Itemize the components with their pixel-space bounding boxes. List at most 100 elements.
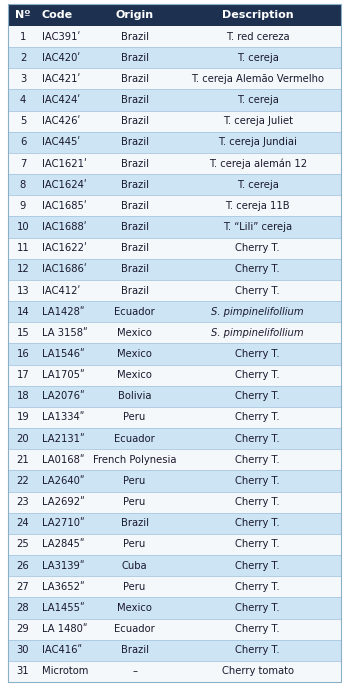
Text: Brazil: Brazil	[120, 264, 149, 274]
Text: 9: 9	[20, 201, 26, 211]
Text: IAC412ʹ: IAC412ʹ	[42, 285, 80, 296]
Text: LA2692ʺ: LA2692ʺ	[42, 497, 85, 507]
Text: Cherry T.: Cherry T.	[236, 244, 280, 253]
Text: LA0168ʺ: LA0168ʺ	[42, 455, 84, 465]
Text: Cuba: Cuba	[122, 560, 147, 571]
Text: Cherry T.: Cherry T.	[236, 349, 280, 359]
Text: IAC445ʹ: IAC445ʹ	[42, 137, 80, 147]
Text: 1: 1	[20, 32, 26, 42]
Text: IAC416ʺ: IAC416ʺ	[42, 646, 82, 655]
Text: LA2845ʺ: LA2845ʺ	[42, 539, 84, 549]
Bar	[8, 639, 341, 661]
Text: Cherry T.: Cherry T.	[236, 370, 280, 380]
Text: Bolivia: Bolivia	[118, 391, 151, 401]
Text: Ecuador: Ecuador	[114, 624, 155, 634]
Bar	[8, 407, 341, 428]
Text: Brazil: Brazil	[120, 116, 149, 126]
Text: T. red cereza: T. red cereza	[226, 32, 290, 42]
Bar	[8, 47, 341, 69]
Bar	[8, 449, 341, 471]
Text: Code: Code	[42, 10, 73, 20]
Bar	[8, 428, 341, 449]
Text: LA2710ʺ: LA2710ʺ	[42, 519, 84, 528]
Bar	[8, 110, 341, 132]
Text: IAC420ʹ: IAC420ʹ	[42, 53, 80, 62]
Bar	[8, 576, 341, 598]
Text: 18: 18	[17, 391, 29, 401]
Text: Brazil: Brazil	[120, 53, 149, 62]
Bar	[8, 534, 341, 555]
Text: 19: 19	[17, 412, 29, 423]
Text: Brazil: Brazil	[120, 244, 149, 253]
Text: LA2076ʺ: LA2076ʺ	[42, 391, 84, 401]
Bar	[8, 132, 341, 153]
Text: Ecuador: Ecuador	[114, 307, 155, 317]
Text: Mexico: Mexico	[117, 370, 152, 380]
Text: 6: 6	[20, 137, 26, 147]
Text: LA1334ʺ: LA1334ʺ	[42, 412, 84, 423]
Text: Description: Description	[222, 10, 294, 20]
Bar	[8, 196, 341, 217]
Bar	[8, 69, 341, 89]
Text: Ecuador: Ecuador	[114, 434, 155, 444]
Bar	[8, 661, 341, 682]
Bar	[8, 301, 341, 322]
Bar	[8, 364, 341, 386]
Text: 22: 22	[17, 476, 29, 486]
Text: LA3652ʺ: LA3652ʺ	[42, 582, 84, 592]
Text: Cherry T.: Cherry T.	[236, 582, 280, 592]
Text: Cherry T.: Cherry T.	[236, 476, 280, 486]
Text: Mexico: Mexico	[117, 328, 152, 338]
Text: 14: 14	[17, 307, 29, 317]
Text: S. pimpinelifollium: S. pimpinelifollium	[211, 328, 304, 338]
Text: IAC421ʹ: IAC421ʹ	[42, 74, 80, 84]
Text: Nº: Nº	[15, 10, 31, 20]
Text: Brazil: Brazil	[120, 201, 149, 211]
Text: Cherry T.: Cherry T.	[236, 560, 280, 571]
Text: Cherry T.: Cherry T.	[236, 603, 280, 613]
Bar	[8, 4, 341, 26]
Text: LA1428ʺ: LA1428ʺ	[42, 307, 84, 317]
Text: 17: 17	[17, 370, 29, 380]
Text: Cherry T.: Cherry T.	[236, 434, 280, 444]
Text: Cherry T.: Cherry T.	[236, 264, 280, 274]
Text: Brazil: Brazil	[120, 285, 149, 296]
Text: 11: 11	[17, 244, 29, 253]
Text: T. cereja Juliet: T. cereja Juliet	[223, 116, 293, 126]
Text: 20: 20	[17, 434, 29, 444]
Text: T. cereja: T. cereja	[237, 95, 279, 105]
Text: Brazil: Brazil	[120, 519, 149, 528]
Text: Brazil: Brazil	[120, 95, 149, 105]
Text: 2: 2	[20, 53, 26, 62]
Text: IAC1621ʹ: IAC1621ʹ	[42, 158, 87, 169]
Text: 7: 7	[20, 158, 26, 169]
Text: IAC1686ʹ: IAC1686ʹ	[42, 264, 87, 274]
Text: IAC1624ʹ: IAC1624ʹ	[42, 180, 87, 190]
Text: Cherry T.: Cherry T.	[236, 285, 280, 296]
Text: French Polynesia: French Polynesia	[93, 455, 176, 465]
Text: –: –	[132, 666, 137, 676]
Bar	[8, 386, 341, 407]
Bar	[8, 26, 341, 47]
Bar	[8, 471, 341, 492]
Text: 8: 8	[20, 180, 26, 190]
Text: 13: 13	[17, 285, 29, 296]
Text: IAC426ʹ: IAC426ʹ	[42, 116, 80, 126]
Text: 26: 26	[17, 560, 29, 571]
Text: T. cereja: T. cereja	[237, 180, 279, 190]
Bar	[8, 322, 341, 344]
Text: 27: 27	[17, 582, 29, 592]
Text: 16: 16	[17, 349, 29, 359]
Text: LA1546ʺ: LA1546ʺ	[42, 349, 84, 359]
Text: 31: 31	[17, 666, 29, 676]
Bar	[8, 153, 341, 174]
Text: 25: 25	[17, 539, 29, 549]
Text: LA 3158ʺ: LA 3158ʺ	[42, 328, 88, 338]
Text: Brazil: Brazil	[120, 222, 149, 232]
Bar	[8, 259, 341, 280]
Text: 23: 23	[17, 497, 29, 507]
Text: T. cereja Jundiai: T. cereja Jundiai	[218, 137, 297, 147]
Text: Peru: Peru	[124, 582, 146, 592]
Text: 4: 4	[20, 95, 26, 105]
Text: Cherry T.: Cherry T.	[236, 624, 280, 634]
